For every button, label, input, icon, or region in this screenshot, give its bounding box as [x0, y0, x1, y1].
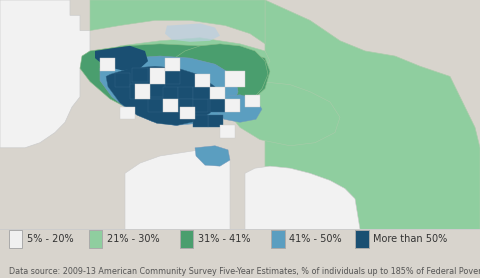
Text: 21% - 30%: 21% - 30% — [107, 234, 160, 244]
FancyBboxPatch shape — [180, 230, 193, 248]
Polygon shape — [0, 0, 90, 148]
Polygon shape — [115, 73, 130, 87]
Text: 41% - 50%: 41% - 50% — [289, 234, 342, 244]
Polygon shape — [225, 71, 245, 87]
Polygon shape — [178, 87, 193, 99]
Polygon shape — [150, 68, 165, 84]
Polygon shape — [193, 87, 210, 99]
Polygon shape — [0, 0, 480, 229]
Polygon shape — [265, 0, 480, 229]
Polygon shape — [245, 166, 360, 229]
Polygon shape — [193, 115, 208, 127]
Polygon shape — [120, 107, 135, 119]
Polygon shape — [90, 0, 265, 44]
Polygon shape — [215, 95, 262, 122]
Text: More than 50%: More than 50% — [373, 234, 448, 244]
Polygon shape — [195, 146, 230, 166]
Polygon shape — [150, 84, 165, 97]
Polygon shape — [106, 66, 218, 125]
Polygon shape — [165, 23, 220, 42]
Polygon shape — [178, 99, 193, 112]
FancyBboxPatch shape — [355, 230, 369, 248]
Polygon shape — [165, 71, 180, 84]
Polygon shape — [245, 95, 260, 107]
Polygon shape — [135, 84, 150, 99]
FancyBboxPatch shape — [89, 230, 102, 248]
Polygon shape — [110, 38, 270, 85]
FancyBboxPatch shape — [271, 230, 285, 248]
Polygon shape — [195, 75, 210, 87]
Polygon shape — [210, 87, 225, 99]
Text: 31% - 41%: 31% - 41% — [198, 234, 251, 244]
Polygon shape — [220, 125, 235, 138]
Polygon shape — [165, 58, 180, 71]
Polygon shape — [132, 68, 148, 81]
Polygon shape — [225, 81, 340, 146]
Polygon shape — [208, 115, 223, 127]
Polygon shape — [80, 44, 270, 122]
FancyBboxPatch shape — [9, 230, 22, 248]
Polygon shape — [130, 84, 148, 99]
Text: 5% - 20%: 5% - 20% — [27, 234, 73, 244]
Polygon shape — [193, 99, 208, 112]
Polygon shape — [125, 148, 230, 229]
Polygon shape — [160, 44, 268, 122]
Polygon shape — [148, 99, 163, 112]
Polygon shape — [163, 99, 178, 112]
Text: Data source: 2009-13 American Community Survey Five-Year Estimates, % of individ: Data source: 2009-13 American Community … — [9, 267, 480, 276]
Polygon shape — [225, 99, 240, 112]
Polygon shape — [100, 56, 238, 125]
Polygon shape — [95, 46, 148, 70]
Polygon shape — [210, 99, 225, 112]
Polygon shape — [180, 107, 195, 119]
Polygon shape — [163, 87, 178, 99]
Polygon shape — [100, 58, 115, 71]
